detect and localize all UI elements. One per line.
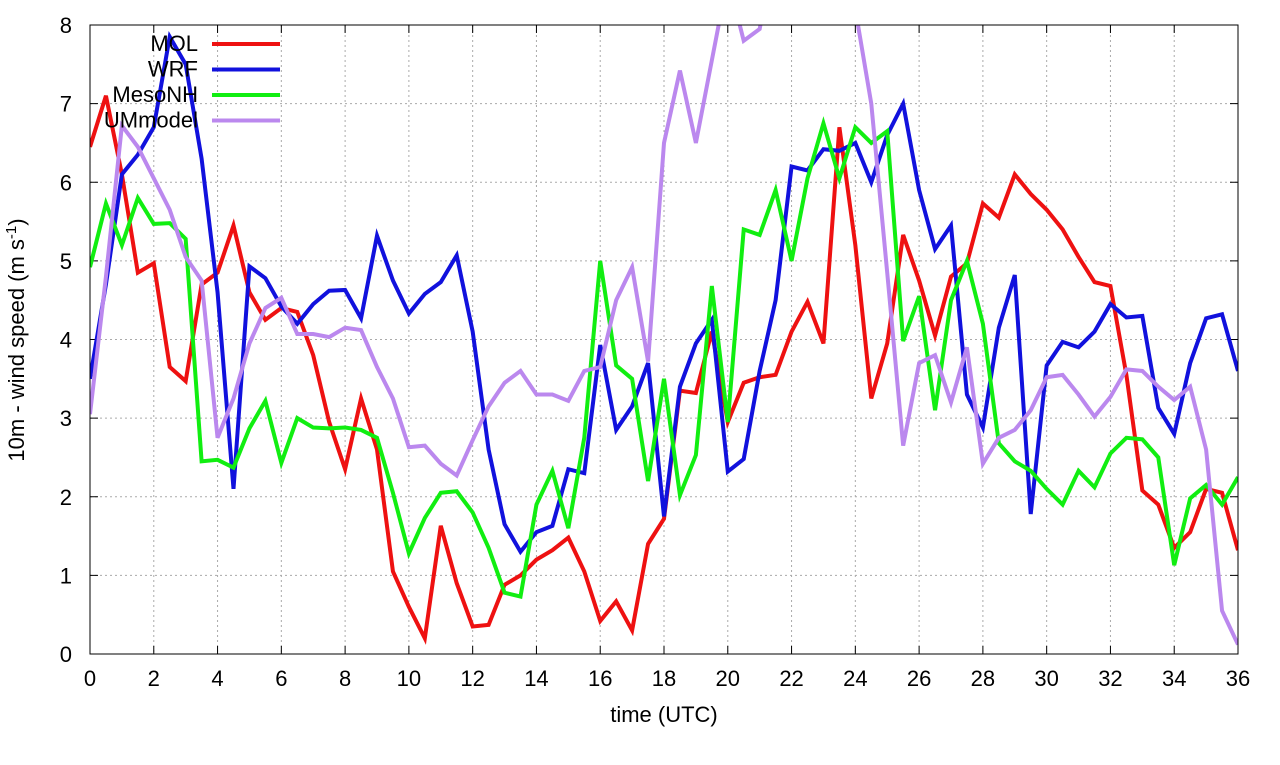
legend-label: MesoNH [112,82,198,107]
y-tick-label: 7 [60,92,72,117]
x-tick-label: 4 [211,666,223,691]
series-line [90,25,1238,646]
x-tick-label: 30 [1034,666,1058,691]
x-tick-label: 26 [907,666,931,691]
x-tick-label: 0 [84,666,96,691]
plot-frame [89,24,1239,655]
y-tick-label: 8 [60,13,72,38]
legend-label: UMmodel [104,108,198,133]
y-tick-label: 3 [60,406,72,431]
x-tick-label: 18 [652,666,676,691]
series-line [90,116,1238,600]
x-tick-label: 14 [524,666,548,691]
lines [90,25,1238,646]
x-tick-label: 10 [397,666,421,691]
x-tick-label: 34 [1162,666,1186,691]
x-axis-label: time (UTC) [610,702,718,727]
y-axis-label-superscript: -1 [3,226,20,239]
x-tick-label: 12 [460,666,484,691]
x-tick-label: 2 [148,666,160,691]
y-axis-label-tail: ) [4,218,29,225]
series-line [90,31,1238,556]
y-tick-label: 0 [60,642,72,667]
x-tick-label: 32 [1098,666,1122,691]
y-tick-label: 2 [60,485,72,510]
x-tick-label: 6 [275,666,287,691]
y-axis-label-text: 10m - wind speed (m s [4,239,29,462]
y-axis-label: 10m - wind speed (m s-1) [3,218,29,461]
legend-label: MOL [150,31,198,56]
x-tick-label: 28 [971,666,995,691]
x-tick-label: 16 [588,666,612,691]
y-tick-label: 6 [60,170,72,195]
y-tick-label: 5 [60,249,72,274]
legend-label: WRF [148,57,198,82]
y-tick-label: 4 [60,328,72,353]
x-tick-label: 36 [1226,666,1250,691]
x-tick-label: 20 [716,666,740,691]
x-tick-label: 22 [779,666,803,691]
y-tick-label: 1 [60,563,72,588]
x-tick-label: 8 [339,666,351,691]
x-tick-label: 24 [843,666,867,691]
